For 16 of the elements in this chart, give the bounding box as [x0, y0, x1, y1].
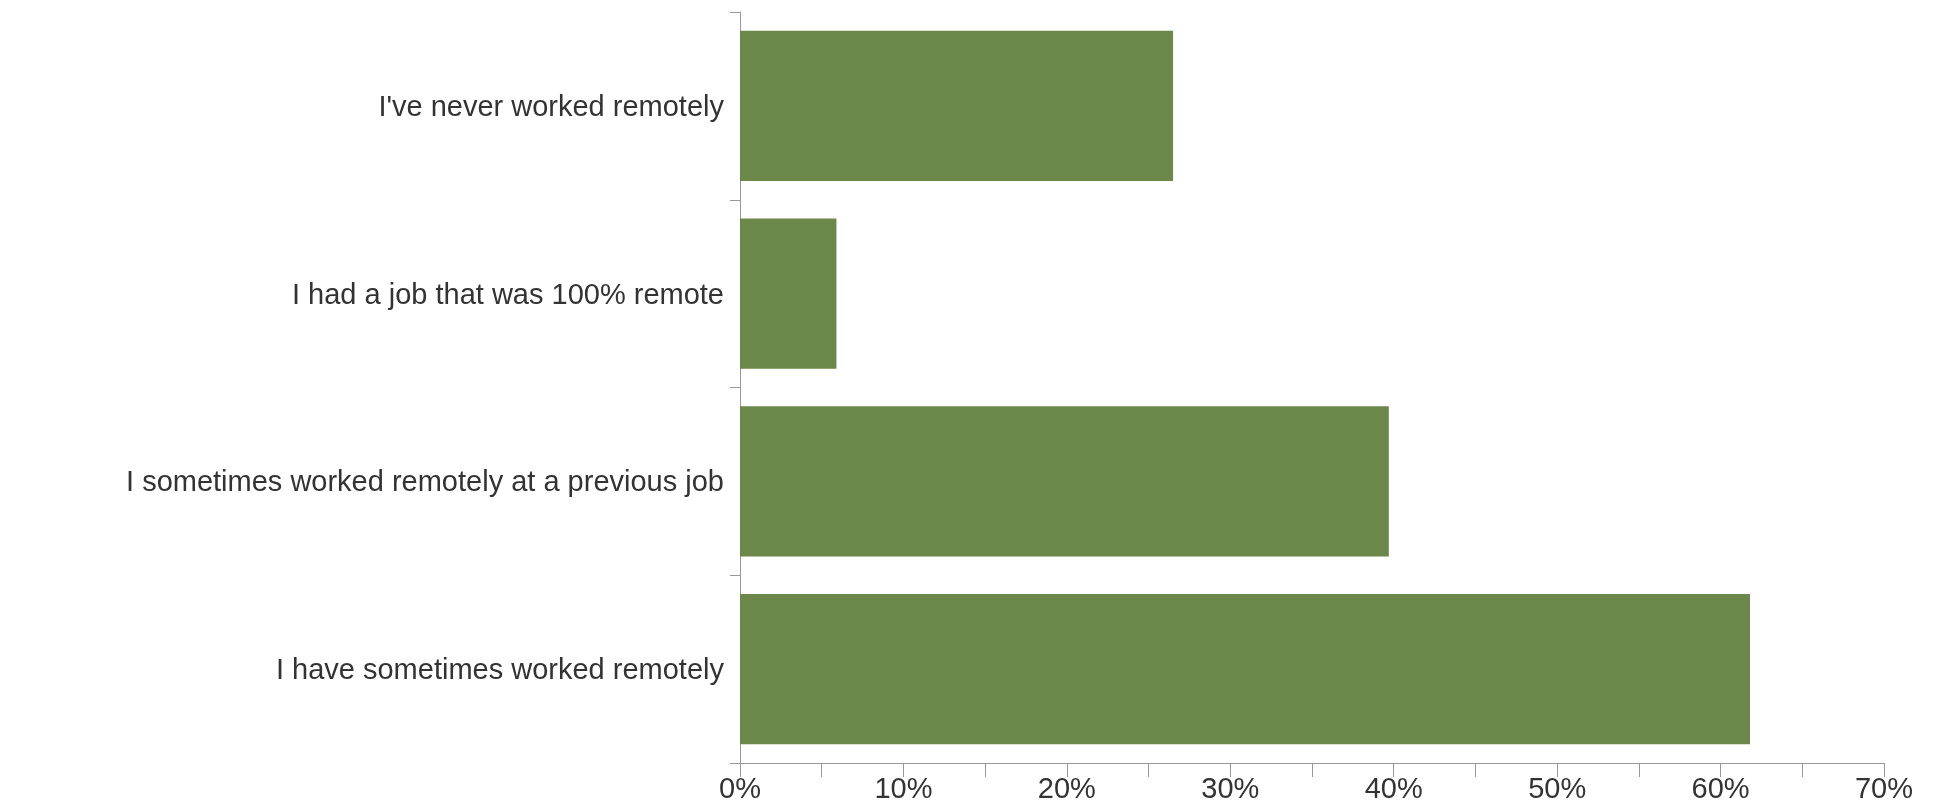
x-tick-label: 30% — [1201, 771, 1260, 804]
bar — [740, 218, 837, 369]
bar — [740, 594, 1750, 745]
x-tick-label: 0% — [719, 771, 761, 804]
bar — [740, 406, 1389, 557]
x-tick-label: 10% — [874, 771, 933, 804]
x-tick-label: 60% — [1691, 771, 1750, 804]
x-tick-label: 50% — [1528, 771, 1587, 804]
y-tick-label: I had a job that was 100% remote — [291, 277, 724, 310]
y-tick-label: I've never worked remotely — [378, 89, 725, 122]
y-tick-label: I have sometimes worked remotely — [275, 653, 725, 686]
x-tick-label: 20% — [1037, 771, 1096, 804]
y-tick-label: I sometimes worked remotely at a previous job — [126, 465, 724, 498]
x-tick-label: 40% — [1364, 771, 1423, 804]
x-tick-label: 70% — [1854, 771, 1914, 804]
bar — [740, 30, 1174, 181]
